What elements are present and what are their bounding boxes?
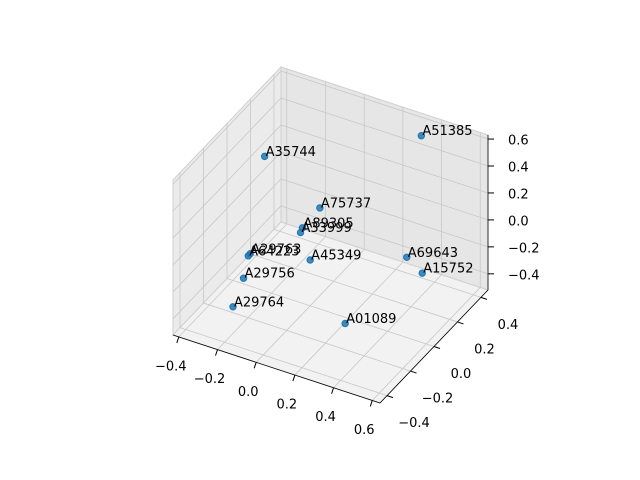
z-tick-label: 0.0 xyxy=(508,214,529,229)
point-label: A89305 xyxy=(303,216,353,231)
grid-line xyxy=(203,302,411,372)
y-tick-label: 0.2 xyxy=(474,342,495,357)
grid-line xyxy=(179,327,388,397)
point-label: A64223 xyxy=(249,244,299,259)
z-tick-label: 0.6 xyxy=(508,134,529,149)
grid-line xyxy=(172,124,282,239)
grid-line xyxy=(172,97,282,212)
x-tick-label: 0.2 xyxy=(277,398,298,413)
x-tick-label: 0.0 xyxy=(238,385,259,400)
point-label: A15752 xyxy=(423,262,473,277)
point-label: A51385 xyxy=(422,124,472,139)
point xyxy=(418,269,426,277)
x-tick xyxy=(253,362,257,369)
z-tick-label: −0.4 xyxy=(508,268,540,283)
point-label: A33999 xyxy=(302,221,352,236)
point-label: A29756 xyxy=(245,267,295,282)
point xyxy=(341,319,349,328)
y-tick xyxy=(457,321,464,325)
z-tick-label: 0.4 xyxy=(508,161,529,176)
grid-line xyxy=(226,278,435,347)
x-tick xyxy=(292,374,296,382)
grid-line xyxy=(172,151,282,266)
x-tick xyxy=(331,387,335,394)
z-tick-label: −0.2 xyxy=(508,241,540,256)
y-tick xyxy=(480,296,488,300)
point xyxy=(260,152,269,161)
grid-line xyxy=(280,151,489,221)
z-tick-label: 0.2 xyxy=(508,187,529,202)
point xyxy=(229,303,237,311)
point-label: A75737 xyxy=(321,196,371,211)
y-tick-label: 0.0 xyxy=(451,367,472,382)
grid-line xyxy=(250,253,458,323)
grid-line xyxy=(280,70,489,140)
point-label: A29763 xyxy=(251,242,301,257)
grid-line xyxy=(280,97,489,167)
point xyxy=(403,253,411,261)
grid-line xyxy=(172,70,282,185)
x-axis xyxy=(172,334,381,404)
y-tick xyxy=(410,370,417,374)
x-tick xyxy=(176,336,180,344)
y-axis xyxy=(379,289,489,404)
x-tick-label: 0.4 xyxy=(315,410,336,425)
x-tick xyxy=(215,349,218,356)
point xyxy=(306,256,314,264)
point-label: A01089 xyxy=(346,312,396,327)
grid-line xyxy=(280,178,489,248)
point-label: A29764 xyxy=(234,295,284,310)
point-label: A69643 xyxy=(408,246,458,261)
y-tick-label: −0.2 xyxy=(422,392,454,407)
y-tick-label: 0.4 xyxy=(498,318,519,333)
point xyxy=(417,132,426,140)
y-tick xyxy=(386,395,394,399)
grid-line xyxy=(273,228,482,298)
x-tick-label: −0.4 xyxy=(155,359,187,374)
point-label: A35744 xyxy=(266,145,316,160)
x-tick-label: 0.6 xyxy=(354,423,375,438)
y-tick-label: −0.4 xyxy=(398,416,430,431)
point xyxy=(296,228,305,237)
grid-line xyxy=(172,205,282,320)
grid-line xyxy=(172,178,282,293)
grid-line xyxy=(280,205,489,275)
point-label: A45349 xyxy=(311,249,361,264)
x-tick-label: −0.2 xyxy=(194,372,226,387)
point xyxy=(316,204,324,212)
grid-line xyxy=(280,124,489,194)
point xyxy=(244,252,252,260)
y-tick xyxy=(433,346,441,349)
point xyxy=(239,274,248,282)
x-tick xyxy=(369,400,373,407)
